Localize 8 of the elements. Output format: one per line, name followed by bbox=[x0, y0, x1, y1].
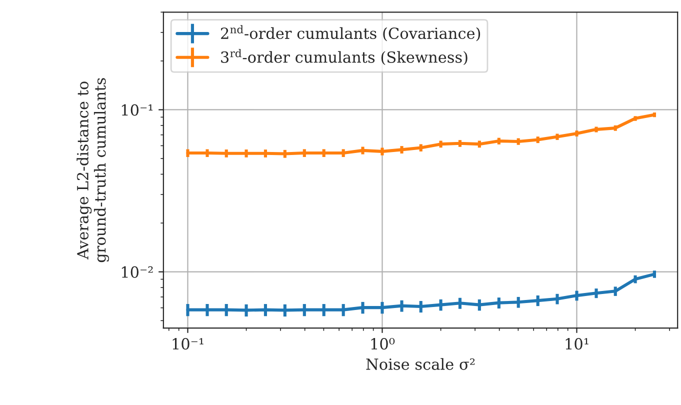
legend-label: 2$^{nd}$-order cumulants (Covariance) bbox=[221, 25, 480, 42]
legend-label: 3$^{rd}$-order cumulants (Skewness) bbox=[221, 49, 468, 66]
x-tick-label: 10⁰ bbox=[371, 338, 395, 350]
x-axis-title: Noise scale σ² bbox=[366, 358, 475, 370]
x-tick-label: 10¹ bbox=[566, 338, 588, 350]
y-axis-title: Average L2-distance to ground-truth cumulants bbox=[76, 78, 109, 262]
y-tick-label: 10⁻² bbox=[122, 266, 153, 278]
x-tick-label: 10⁻¹ bbox=[172, 338, 204, 350]
